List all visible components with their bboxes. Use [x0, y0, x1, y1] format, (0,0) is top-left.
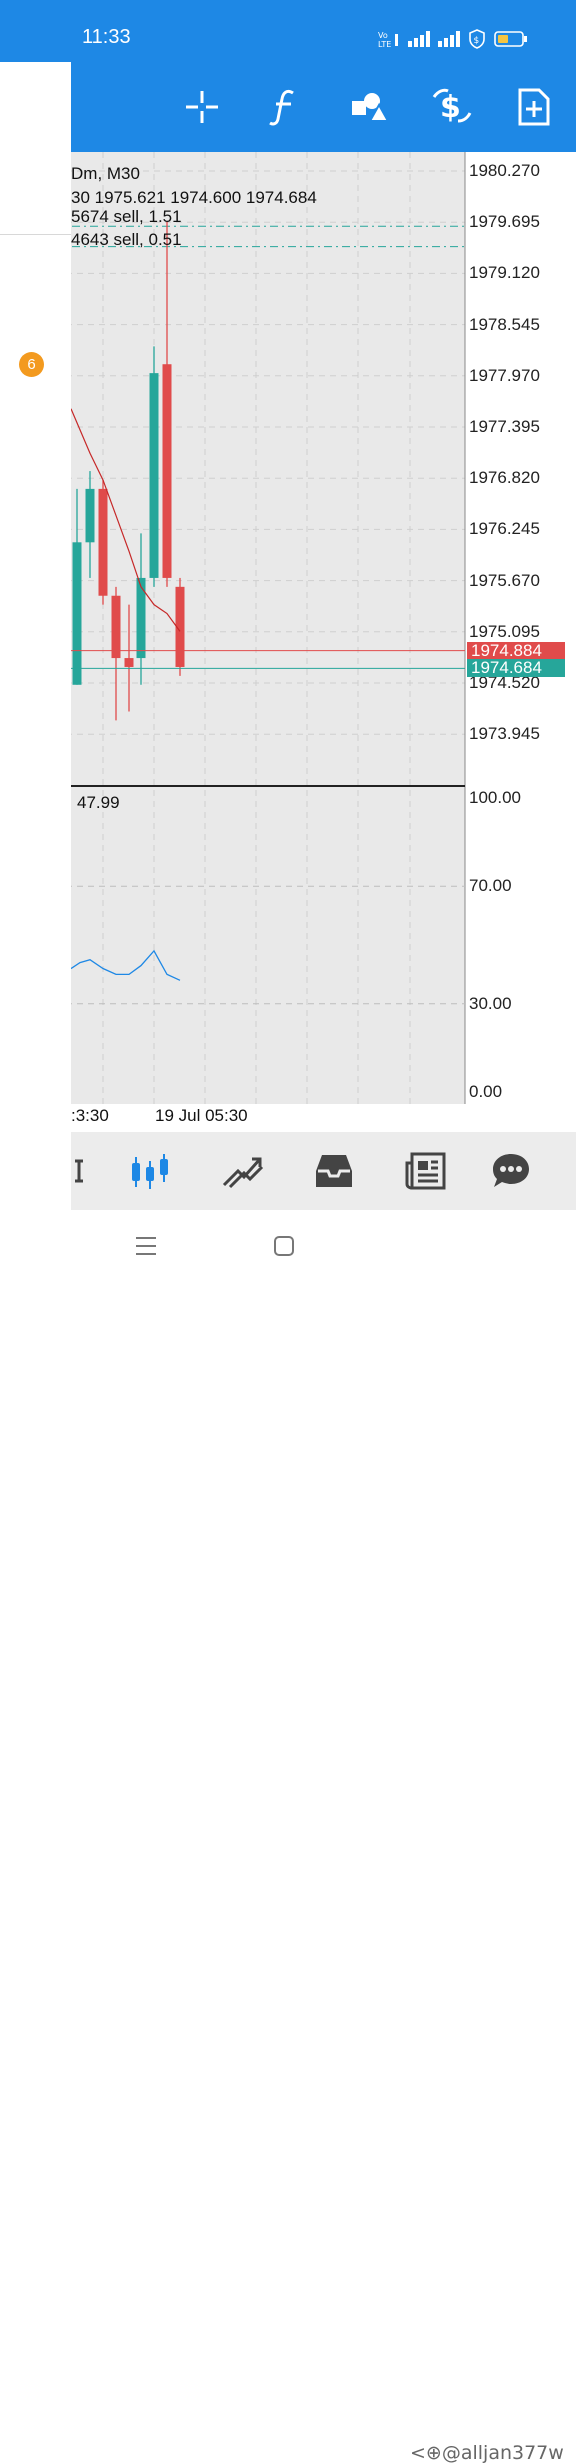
candle-body	[124, 658, 134, 667]
price-axis-label: 1978.545	[469, 314, 540, 334]
price-axis-label: 1974.520	[469, 673, 540, 692]
candle-body	[72, 542, 82, 685]
moving-average-line	[70, 408, 181, 632]
signal-icon	[438, 31, 460, 47]
oscillator-value: 47.99	[77, 793, 120, 812]
candle-body	[149, 373, 159, 578]
price-axis-label: 1973.945	[469, 724, 540, 744]
candle-body	[136, 577, 146, 659]
bottom-navigation	[0, 1132, 576, 1210]
news-icon[interactable]	[398, 1146, 454, 1196]
price-axis-label: 1980.270	[469, 161, 540, 180]
order-label-1[interactable]: 5674 sell, 1.51	[71, 207, 182, 226]
home-icon[interactable]	[270, 1232, 298, 1260]
status-bar: 11:33 Vo LTE $	[0, 0, 576, 62]
price-axis-label: 1977.395	[469, 417, 540, 436]
oscillator-axis-label: 70.00	[469, 876, 512, 896]
price-axis-label: 1975.095	[469, 621, 540, 641]
new-order-icon[interactable]	[511, 84, 557, 130]
messages-icon[interactable]	[483, 1146, 539, 1196]
price-axis-label: 1976.820	[469, 468, 540, 488]
svg-text:$: $	[440, 90, 461, 125]
price-axis-label: 1979.120	[469, 263, 540, 283]
ohlc-values: 30 1975.621 1974.600 1974.684	[71, 188, 317, 207]
time-label-2: 19 Jul 05:30	[155, 1106, 248, 1125]
quotes-icon[interactable]	[45, 1146, 101, 1196]
oscillator-axis-label: 30.00	[469, 993, 512, 1013]
time-label-1: :3:30	[71, 1106, 109, 1125]
chart-icon[interactable]	[122, 1146, 178, 1196]
oscillator-axis-label: 0.00	[469, 1082, 503, 1101]
candle-body	[98, 488, 108, 596]
candle-body	[175, 586, 185, 667]
candle-body	[85, 488, 95, 543]
svg-text:LTE: LTE	[378, 40, 391, 48]
price-chart[interactable]	[0, 152, 576, 1132]
price-axis-label: 1979.695	[469, 212, 540, 232]
svg-text:Vo: Vo	[378, 31, 388, 40]
trade-icon[interactable]	[214, 1146, 270, 1196]
status-time: 11:33	[82, 26, 131, 48]
history-icon[interactable]	[306, 1146, 362, 1196]
watermark-text: <⊕@alljan377w	[410, 2442, 564, 2464]
price-axis-label: 1975.670	[469, 570, 540, 590]
side-drawer[interactable]: 6	[0, 62, 71, 1210]
chart-toolbar: $	[0, 62, 576, 152]
trade-dollar-icon[interactable]: $	[428, 84, 474, 130]
crosshair-icon[interactable]	[179, 84, 225, 130]
svg-text:$: $	[474, 36, 480, 46]
menu-icon[interactable]	[132, 1232, 160, 1260]
price-axis-label: 1976.245	[469, 519, 540, 539]
signal-icon	[408, 31, 430, 47]
ask-price-tag: 1974.884	[467, 641, 565, 660]
chart-area[interactable]: Dm, M30 30 1975.621 1974.600 1974.684 56…	[0, 152, 576, 1132]
oscillator-axis-label: 100.00	[469, 788, 521, 807]
notification-badge[interactable]: 6	[19, 352, 44, 377]
function-icon[interactable]	[262, 84, 308, 130]
oscillator-line	[70, 949, 181, 981]
drawer-divider	[0, 234, 71, 235]
system-navigation-bar: <⊕@alljan377w	[0, 1210, 576, 2464]
price-axis-label: 1977.970	[469, 365, 540, 385]
symbol-timeframe: Dm, M30	[71, 164, 140, 183]
battery-icon	[494, 31, 527, 47]
bid-price-tag: 1974.684	[467, 659, 565, 678]
shapes-icon[interactable]	[345, 84, 391, 130]
candle-body	[111, 595, 121, 659]
shield-icon: $	[469, 29, 485, 49]
candle-body	[162, 364, 172, 578]
order-label-2[interactable]: 4643 sell, 0.51	[71, 230, 182, 249]
